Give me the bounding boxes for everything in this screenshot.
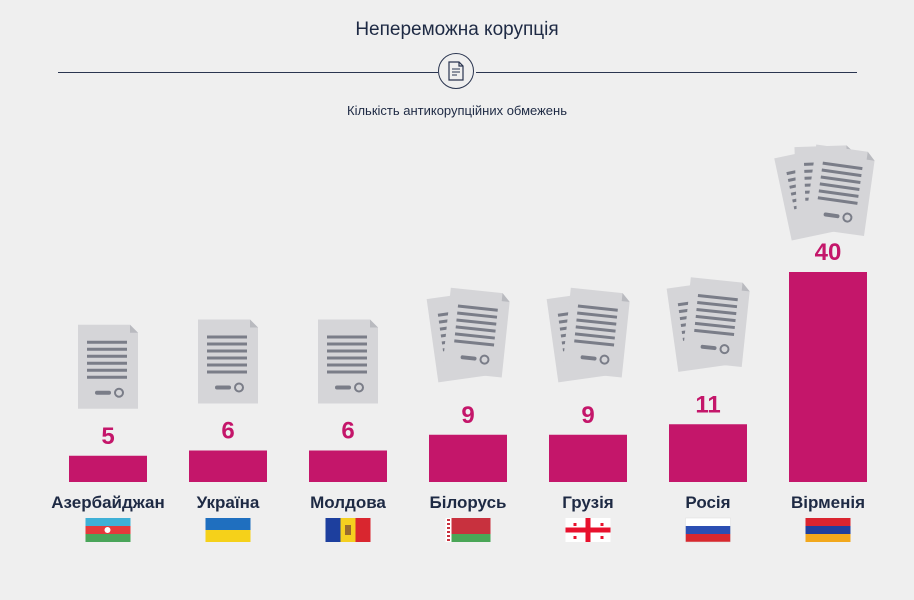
bar-4	[429, 434, 507, 482]
bar-3	[309, 450, 387, 482]
document-stack-icon	[546, 287, 630, 383]
category-label: Україна	[197, 493, 260, 512]
chart-title: Непереможна корупція	[355, 19, 559, 40]
data-label: 9	[461, 402, 474, 429]
data-label: 11	[695, 391, 720, 418]
data-label: 5	[101, 423, 114, 450]
document-stack-icon	[78, 324, 138, 409]
title-divider-right	[476, 72, 857, 73]
bar-5	[549, 434, 627, 482]
category-label: Молдова	[310, 493, 386, 512]
document-stack-icon	[666, 277, 750, 372]
category-label: Вірменія	[791, 493, 865, 512]
belarus-flag	[445, 518, 491, 542]
document-stack-icon	[774, 144, 875, 241]
bar-6	[669, 424, 747, 482]
title-divider-left	[58, 72, 438, 73]
data-label: 9	[581, 402, 594, 429]
data-label: 40	[815, 239, 842, 266]
category-label: Грузія	[562, 493, 613, 512]
category-label: Азербайджан	[51, 493, 165, 512]
category-label: Росія	[685, 493, 730, 512]
bar-2	[189, 450, 267, 482]
azerbaijan-flag	[85, 518, 131, 542]
document-stack-icon	[318, 319, 378, 404]
chart-subtitle: Кількість антикорупційних обмежень	[347, 103, 567, 118]
document-icon	[438, 53, 474, 89]
bar-1	[69, 455, 147, 482]
russia-flag	[685, 517, 731, 543]
armenia-flag	[805, 518, 851, 542]
ukraine-flag	[205, 518, 251, 542]
georgia-flag	[565, 518, 611, 542]
document-stack-icon	[198, 319, 258, 404]
data-label: 6	[341, 418, 354, 445]
data-label: 6	[221, 418, 234, 445]
moldova-flag	[325, 518, 371, 542]
category-label: Білорусь	[430, 493, 507, 512]
document-stack-icon	[426, 287, 510, 383]
bar-7	[789, 272, 867, 482]
